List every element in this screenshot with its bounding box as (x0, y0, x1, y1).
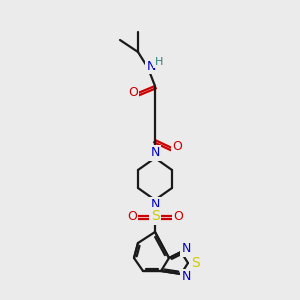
Text: O: O (172, 140, 182, 154)
Text: O: O (128, 85, 138, 98)
Text: O: O (127, 209, 137, 223)
Text: S: S (190, 256, 200, 270)
Text: S: S (151, 209, 159, 223)
Text: N: N (181, 242, 191, 256)
Text: N: N (146, 59, 156, 73)
Text: N: N (150, 146, 160, 160)
Text: N: N (150, 199, 160, 212)
Text: H: H (155, 57, 163, 67)
Text: O: O (173, 209, 183, 223)
Text: N: N (181, 271, 191, 284)
